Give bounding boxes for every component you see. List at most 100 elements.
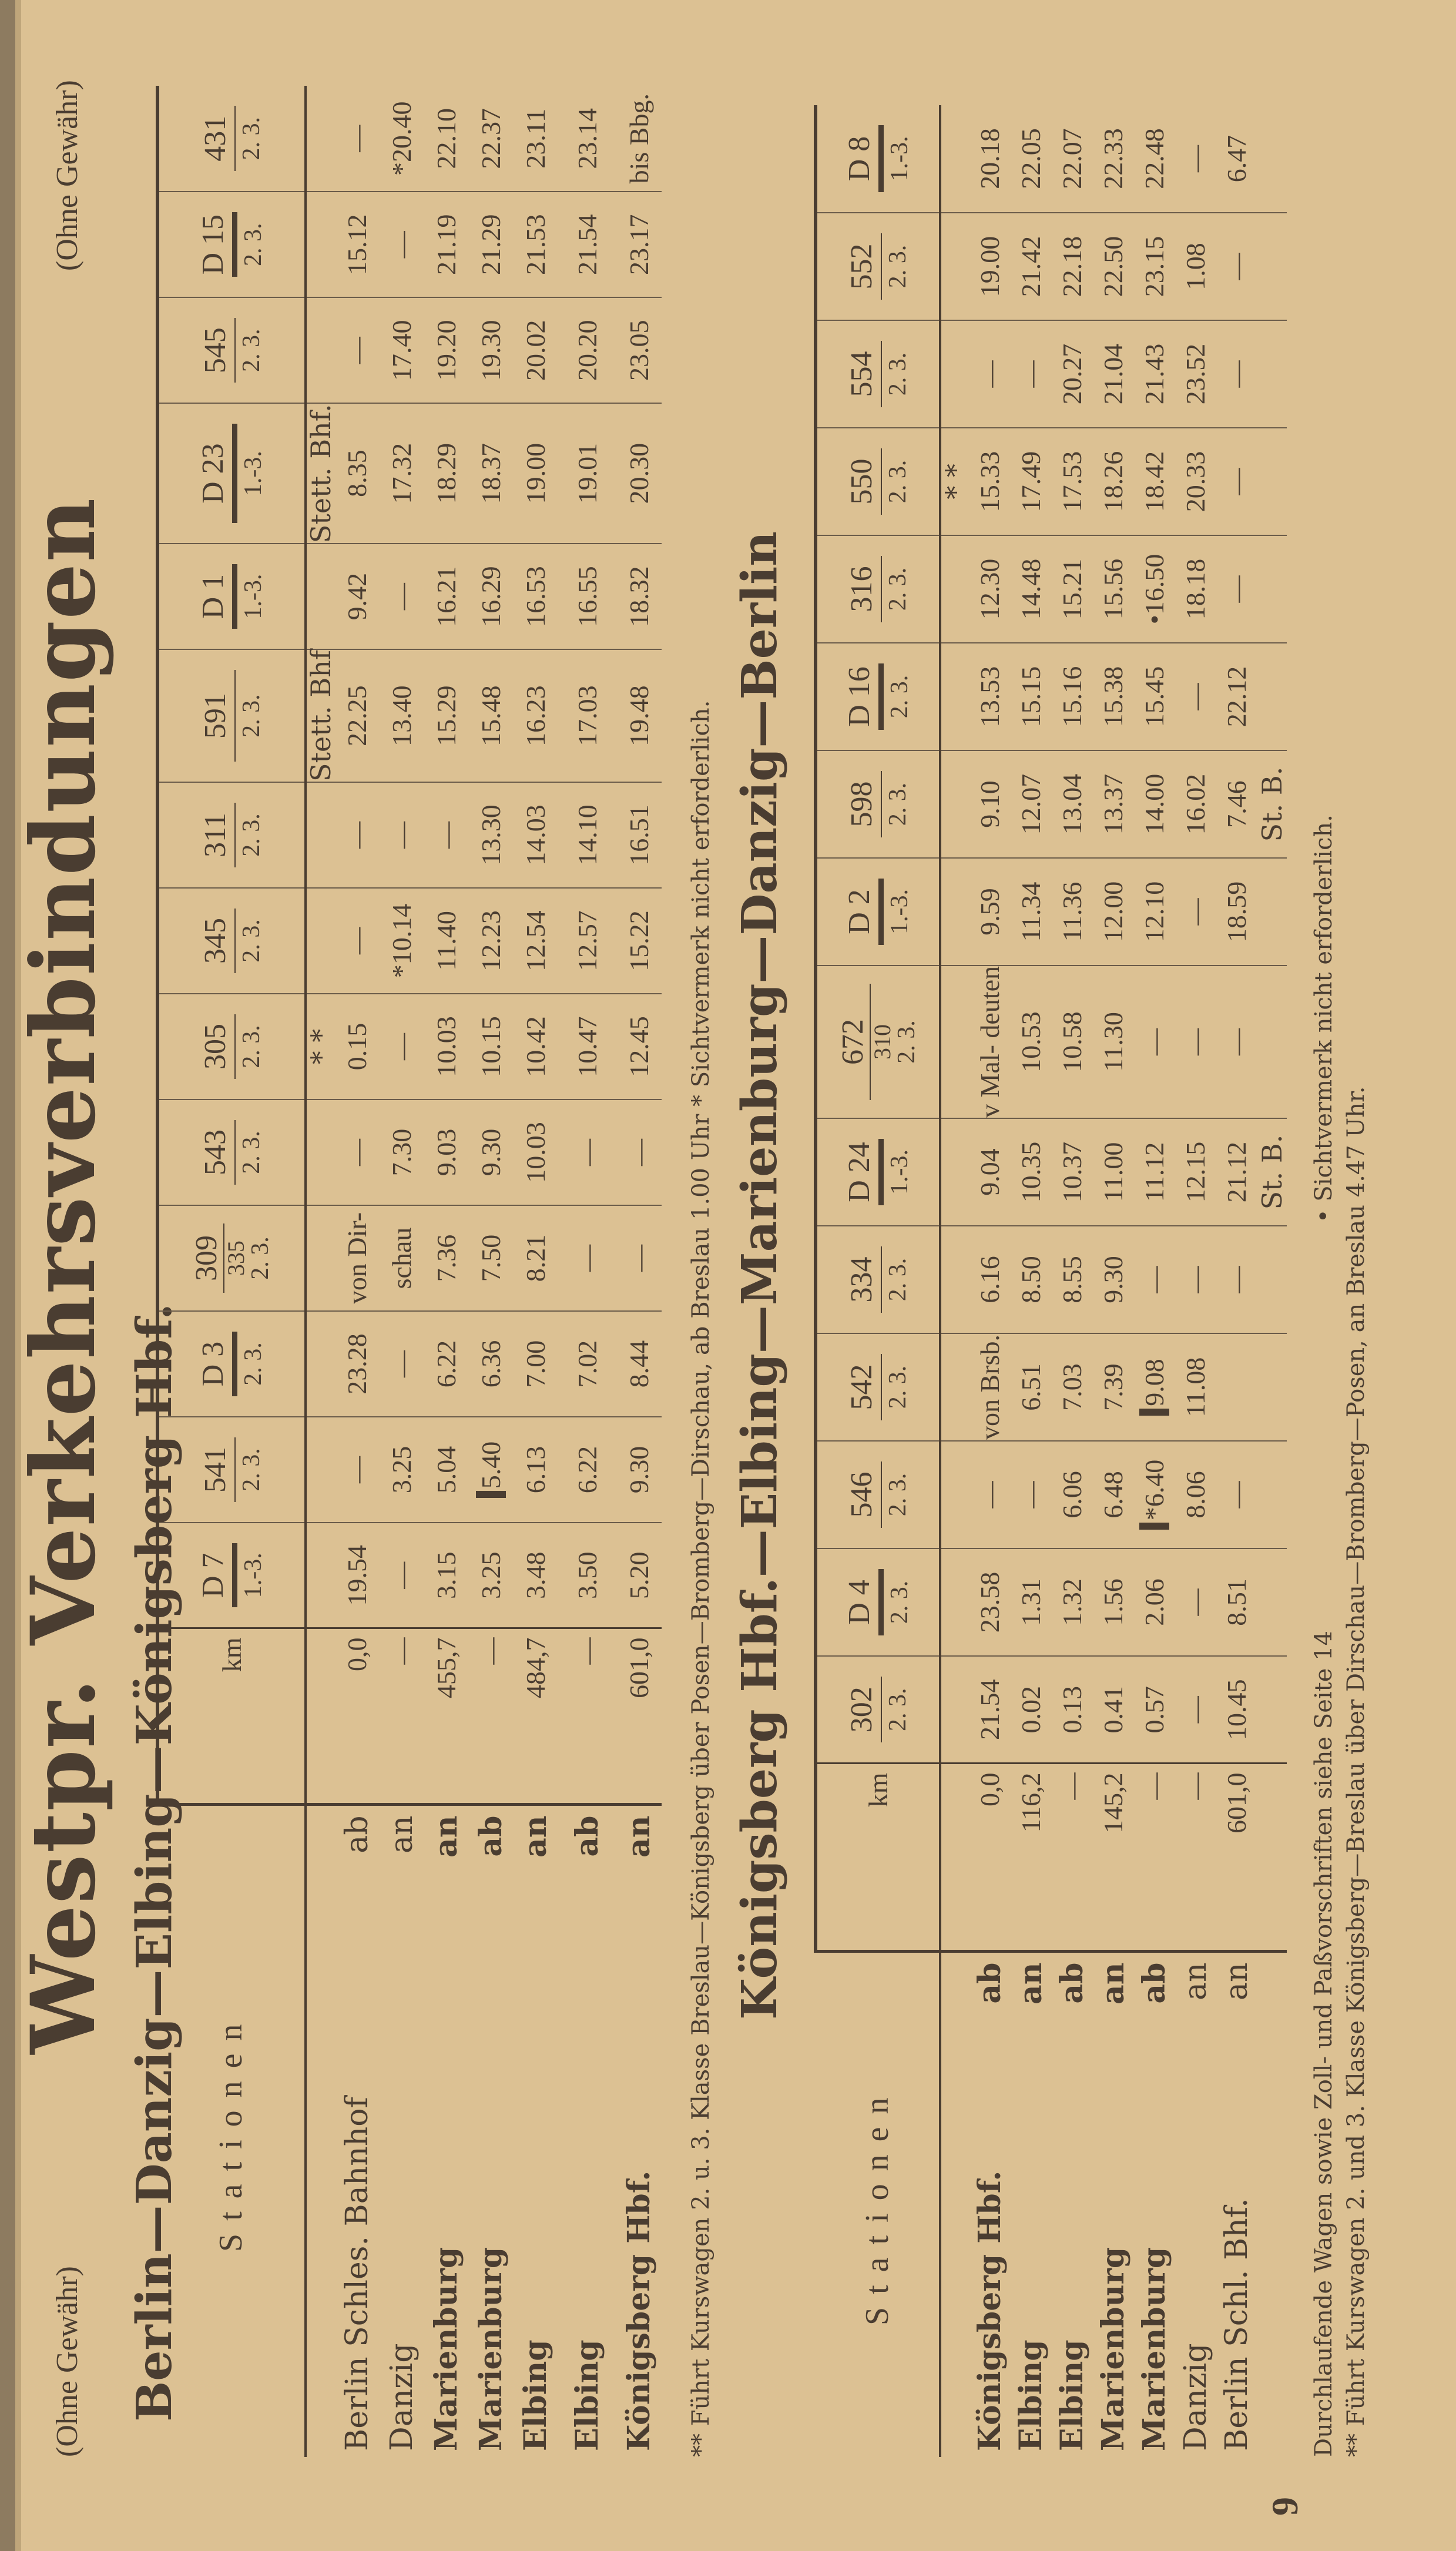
time-value: 19.20 [431,320,461,381]
time-value: 20.30 [624,443,654,504]
train-class: 1.-3. [240,574,267,619]
time-value: 13.53 [975,666,1005,728]
table-row: Königsberg Hbf. ab 0,0 21.54 23.58 — von Brsb.… [969,105,1011,2457]
time-value: — [342,927,372,954]
time-value: — [624,1139,654,1166]
time-value: 18.32 [624,566,654,627]
time-cell: 19.01 [558,403,617,544]
time-cell: — [335,782,380,888]
time-value: — [387,583,417,611]
rule [880,1677,882,1743]
station-cell: Marienburg an [424,1805,469,2457]
time-cell: 12.23 [469,888,514,994]
time-value: 23.15 [1139,236,1169,297]
time-cell: 15.12 [335,192,380,298]
station-cell: Berlin Schl. Bhf. an [1216,1952,1257,2457]
time-cell: — [558,1205,617,1311]
time-cell: *20.40 [380,86,424,192]
time-value: 3.48 [521,1551,551,1600]
time-cell: — [1175,965,1216,1118]
post-note-row-cell [1257,1548,1287,1656]
time-value: 1.31 [1016,1578,1046,1626]
page-title: Westpr. Verkehrsverbindungen [12,497,115,2054]
table1-footnote: ** Führt Kurswagen 2. u. 3. Klasse Bresl… [687,700,714,2457]
direction: an [621,1815,657,1858]
time-cell: 11.30 [1093,965,1134,1118]
time-cell: 8.50 [1011,1226,1052,1333]
train-header: D 23 1.-3. [157,403,306,544]
time-value: 9.10 [975,780,1005,828]
time-value: 22.10 [431,108,461,169]
time-value: 9.59 [975,888,1005,936]
time-value: 6.36 [476,1340,506,1388]
express-bar [878,663,884,730]
time-value: — [1222,1028,1252,1055]
table-row: Elbing ab — 0.13 1.32 6.06 7.03 8.55 10.37 10.58 1… [1052,105,1093,2457]
train-header: 546 2. 3. [816,1441,940,1548]
train-header: 554 2. 3. [816,320,940,428]
time-value: 18.29 [431,443,461,504]
time-cell: 6.22 [558,1417,617,1523]
time-cell: 23.05 [617,297,662,404]
time-cell: 18.18 [1175,535,1216,643]
time-value: 7.46 [1222,780,1252,828]
time-value: 13.30 [476,804,506,866]
time-cell: 11.08 [1175,1333,1216,1441]
express-bar [232,564,237,629]
train-number: 598 [844,781,878,827]
time-value: — [1222,253,1252,280]
time-value: 16.23 [521,685,551,746]
train-class: 1.-3. [240,451,267,497]
time-value: 7.30 [387,1128,417,1176]
time-value: 16.51 [624,804,654,866]
time-cell: 16.53 [514,544,558,650]
time-cell: 19.00 [969,212,1011,320]
km-cell: — [1134,1764,1175,1952]
time-cell: 2.06 [1134,1548,1175,1656]
table-row: Danzig an — — 3.25 — schau 7.30 — *10.14 — 13.40 — 17… [380,86,424,2457]
station-cell: Elbing an [514,1805,558,2457]
time-value: 20.20 [572,320,602,381]
train-header: D 7 1.-3. [157,1523,306,1628]
note-row-cell: Stett. Bhf. [305,403,337,544]
time-cell: — [969,1441,1011,1548]
time-value: 6.06 [1057,1471,1087,1518]
time-value: 23.05 [624,320,654,381]
time-value: 0.15 [342,1023,372,1071]
station-header: Stationen [157,1805,306,2457]
time-value: 21.19 [431,214,461,275]
time-cell: 11.36 [1052,857,1093,966]
time-value: 22.37 [476,108,506,169]
table-row: Königsberg Hbf. an 601,0 5.20 9.30 8.44 — — 12.4… [617,86,662,2457]
time-value: 6.47 [1222,135,1252,183]
time-value: — [572,1139,602,1166]
time-cell: 14.03 [514,782,558,888]
time-cell: 6.16 [969,1226,1011,1333]
time-value: — [342,1139,372,1166]
time-cell: 17.03 [558,649,617,782]
time-cell: 21.04 [1093,320,1134,428]
time-value: 19.54 [342,1545,372,1606]
express-bar [232,212,237,277]
time-value: 18.18 [1180,558,1210,620]
station-name: Danzig [1178,2343,1213,2452]
train-number: 316 [844,566,878,612]
train-header: D 2 1.-3. [816,857,940,966]
time-value: *10.14 [387,903,417,978]
time-value: 15.38 [1098,666,1128,728]
time-cell: — [335,297,380,404]
train-class: 2. 3. [237,328,265,372]
time-cell: 20.02 [514,297,558,404]
express-bar [878,878,884,945]
table-row: Elbing an 484,7 3.48 6.13 7.00 8.21 10.03 10.42 1… [514,86,558,2457]
time-value: 8.06 [1180,1471,1210,1518]
time-cell: — [1216,1441,1257,1548]
timetable-koenigsberg-berlin: Stationen km 302 2. 3. D 4 2. 3. 546 2. 3. 542 2.… [814,105,1288,2457]
train-header: 334 2. 3. [816,1226,940,1333]
time-value: 22.48 [1139,128,1169,189]
rule [234,803,236,867]
time-cell: 10.03 [424,994,469,1099]
time-cell: 15.48 [469,649,514,782]
time-cell: 6.22 [424,1311,469,1417]
train-number-alt: 310 [869,983,895,1100]
